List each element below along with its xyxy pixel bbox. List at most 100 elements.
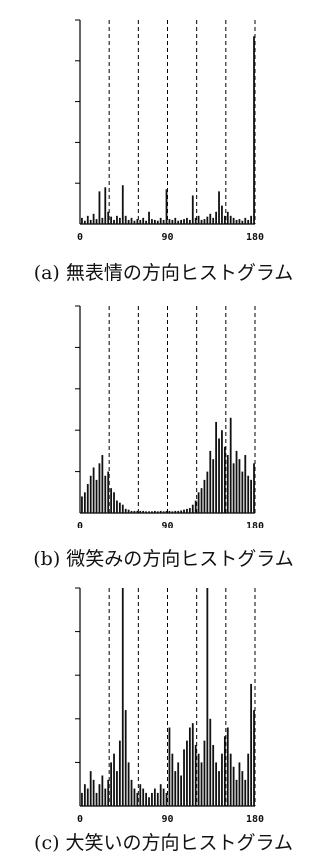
histogram-bar-b (83, 492, 86, 513)
histogram-bar-a (104, 187, 107, 224)
histogram-bar-b (98, 463, 101, 513)
histogram-bar-a (86, 215, 89, 224)
histogram-bar-b (186, 508, 188, 513)
histogram-bar-a (139, 219, 142, 224)
histogram-bar-c (110, 762, 113, 806)
histogram-bar-a (148, 211, 150, 224)
histogram-bar-a (229, 215, 232, 224)
histogram-bar-b (229, 417, 232, 513)
histogram-bar-c (241, 771, 244, 806)
histogram-bar-a (162, 219, 165, 224)
histogram-panel-b: 0 90 180 (b) 微笑みの方向ヒストグラム (0, 288, 327, 578)
histogram-bar-c (229, 753, 232, 806)
histogram-bar-c (124, 710, 127, 806)
histogram-bar-b (226, 455, 229, 513)
histogram-bar-b (180, 510, 183, 513)
histogram-bar-c (212, 744, 215, 806)
histogram-bar-a (250, 215, 253, 224)
histogram-bar-c (92, 779, 95, 806)
histogram-bar-a (89, 219, 92, 224)
histogram-bar-a (183, 219, 185, 224)
histogram-bar-c (165, 792, 168, 806)
histogram-bar-a (124, 215, 127, 224)
histogram-bar-c (148, 797, 150, 806)
histogram-bar-b (104, 475, 107, 513)
histogram-bar-b (156, 511, 159, 513)
histogram-bar-c (145, 792, 148, 806)
histogram-bar-b (148, 511, 150, 513)
histogram-bar-c (136, 792, 139, 806)
histogram-bar-b (101, 455, 104, 513)
histogram-bar-c (194, 744, 197, 806)
histogram-bar-c (86, 788, 89, 806)
histogram-bar-a (130, 217, 133, 224)
histogram-bar-a (107, 211, 110, 224)
histogram-bar-c (197, 753, 200, 806)
histogram-bar-c (130, 779, 133, 806)
histogram-bar-a (200, 219, 203, 224)
histogram-bar-c (253, 710, 255, 806)
histogram-bar-a (223, 215, 226, 224)
histogram-bar-a (247, 219, 250, 224)
histogram-bar-c (238, 762, 241, 806)
histogram-bar-c (121, 588, 124, 806)
caption-c: (c) 大笑いの方向ヒストグラム (34, 832, 293, 854)
histogram-bar-b (92, 467, 95, 513)
histogram-bar-c (244, 779, 247, 806)
histogram-bar-b (136, 510, 139, 513)
histogram-bar-b (194, 500, 197, 513)
histogram-bar-a (206, 216, 209, 224)
histogram-bar-b (145, 511, 148, 513)
histogram-bar-a (136, 219, 139, 224)
histogram-bar-c (186, 740, 188, 806)
histogram-bar-a (241, 220, 244, 224)
histogram-bar-c (133, 788, 136, 806)
histogram-bar-c (250, 683, 253, 806)
histogram-bar-b (95, 479, 98, 513)
histogram-bar-c (232, 766, 235, 806)
histogram-bar-c (153, 788, 156, 806)
histogram-bar-b (177, 510, 180, 513)
histogram-bar-b (223, 446, 226, 513)
x-tick-label-c: 180 (246, 814, 264, 825)
histogram-panel-c: 0 90 180 (c) 大笑いの方向ヒストグラム (0, 578, 327, 866)
histogram-bar-a (203, 219, 206, 224)
histogram-bar-c (235, 779, 238, 806)
histogram-bar-b (250, 479, 253, 513)
histogram-bar-b (121, 504, 124, 513)
histogram-bar-a (218, 191, 220, 224)
histogram-bar-b (124, 508, 127, 513)
histogram-bar-c (118, 740, 121, 806)
histogram-bar-c (81, 792, 83, 806)
histogram-bar-c (180, 775, 183, 806)
histogram-bar-c (203, 740, 206, 806)
histogram-bar-b (151, 511, 153, 513)
histogram-bar-b (247, 475, 250, 513)
histogram-bar-a (186, 217, 188, 224)
histogram-bar-c (113, 753, 115, 806)
histogram-bar-a (121, 185, 124, 224)
histogram-bar-c (218, 771, 220, 806)
histogram-bar-b (133, 510, 136, 513)
histogram-bar-a (188, 219, 191, 224)
histogram-bar-b (153, 510, 156, 513)
histogram-bar-b (142, 510, 145, 513)
histogram-bar-a (168, 219, 171, 224)
histogram-bar-b (253, 463, 255, 513)
histogram-bar-a (118, 217, 121, 224)
histogram-bar-b (139, 510, 142, 513)
histogram-bar-a (151, 219, 153, 224)
histogram-panel-a: 0 90 180 (a) 無表情の方向ヒストグラム (0, 0, 327, 288)
histogram-bar-b (235, 450, 238, 513)
histogram-bar-a (83, 220, 86, 224)
histogram-bar-b (218, 438, 220, 513)
histogram-bar-a (238, 219, 241, 224)
histogram-bar-a (127, 219, 130, 224)
histogram-bar-a (145, 220, 148, 224)
histogram-bar-a (113, 219, 115, 224)
histogram-bar-a (92, 213, 95, 224)
x-tick-label-c: 0 (77, 814, 83, 825)
histogram-bar-a (191, 195, 194, 224)
histogram-bar-b (174, 510, 177, 513)
histogram-bar-b (168, 510, 171, 513)
